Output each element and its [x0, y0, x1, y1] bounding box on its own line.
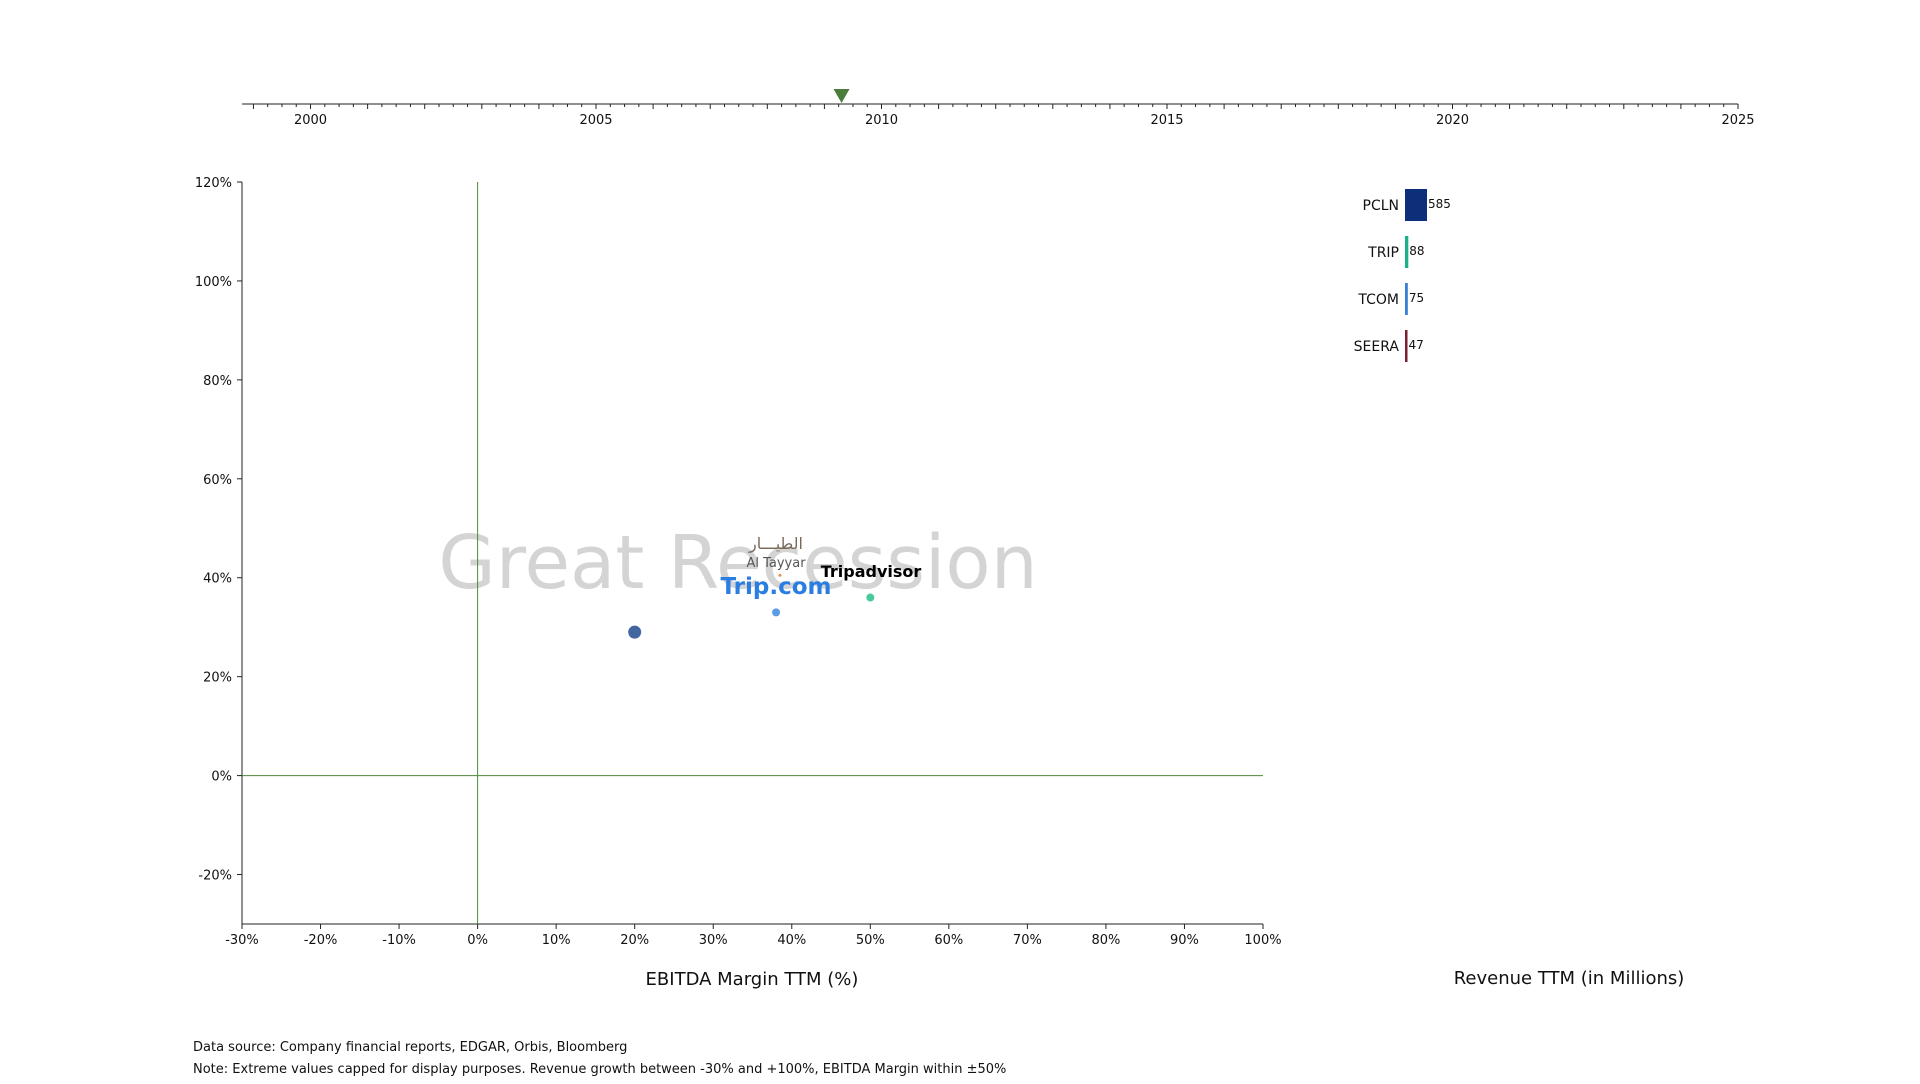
timeline: 2000 2005 2010 2015 2020 2025 [242, 89, 1755, 128]
timeline-year-label: 2015 [1150, 113, 1183, 128]
x-axis-ticks: -30% -20% -10% 0% 10% 20% 30% 40% 50% 60% 70% 80% 90… [225, 924, 1282, 948]
timeline-labels: 2000 2005 2010 2015 2020 2025 [294, 113, 1755, 128]
logo-altayyar-arabic: الطيـــار [748, 534, 803, 554]
scatter-point-tcom[interactable] [772, 608, 781, 617]
bar-seera[interactable] [1405, 330, 1408, 362]
bar-label-trip: TRIP [1367, 245, 1399, 261]
x-tick-label: 80% [1091, 933, 1120, 948]
scatter-axes [241, 182, 1263, 925]
x-tick-label: 20% [620, 933, 649, 948]
timeline-ticks [252, 104, 1739, 109]
y-tick-label: 120% [195, 176, 232, 191]
bar-trip[interactable] [1405, 236, 1409, 268]
bar-value-trip: 88 [1409, 244, 1424, 258]
y-tick-label: 100% [195, 275, 232, 290]
revenue-bar-chart: PCLN 585 TRIP 88 TCOM 75 SEERA 47 Revenue TTM (… [1354, 189, 1685, 989]
logo-altayyar-latin: Al Tayyar [746, 556, 806, 571]
timeline-year-label: 2025 [1721, 113, 1754, 128]
x-tick-label: 50% [856, 933, 885, 948]
x-tick-label: 90% [1170, 933, 1199, 948]
bar-value-seera: 47 [1409, 338, 1424, 352]
event-watermark: Great Recession [438, 520, 1037, 606]
scatter-points [628, 573, 875, 639]
bar-pcln[interactable] [1405, 189, 1427, 221]
x-tick-label: -20% [304, 933, 338, 948]
y-tick-label: -20% [198, 869, 232, 884]
x-axis-title: EBITDA Margin TTM (%) [646, 969, 859, 990]
y-tick-label: 0% [211, 770, 232, 785]
scatter-plot: -30% -20% -10% 0% 10% 20% 30% 40% 50% 60% 70% 80% 90… [195, 176, 1282, 990]
timeline-year-label: 2020 [1436, 113, 1469, 128]
x-tick-label: 40% [777, 933, 806, 948]
bar-items: PCLN 585 TRIP 88 TCOM 75 SEERA 47 [1354, 189, 1451, 362]
company-logos: الطيـــار Al Tayyar Tripadvisor Trip.com [721, 534, 922, 600]
y-tick-label: 40% [203, 572, 232, 587]
bar-label-seera: SEERA [1354, 339, 1400, 355]
timeline-year-label: 2000 [294, 113, 327, 128]
data-source-note: Data source: Company financial reports, … [193, 1040, 627, 1055]
logo-tripadvisor: Tripadvisor [821, 562, 922, 581]
y-tick-label: 60% [203, 473, 232, 488]
capping-note: Note: Extreme values capped for display … [193, 1062, 1006, 1077]
bar-value-pcln: 585 [1428, 197, 1451, 211]
x-tick-label: 10% [542, 933, 571, 948]
x-tick-label: -30% [225, 933, 259, 948]
zero-lines [242, 182, 1263, 924]
y-tick-label: 80% [203, 374, 232, 389]
timeline-year-label: 2005 [579, 113, 612, 128]
x-tick-label: 70% [1013, 933, 1042, 948]
bar-value-tcom: 75 [1409, 291, 1424, 305]
y-axis-ticks: -20% 0% 20% 40% 60% 80% 100% 120% [195, 176, 242, 884]
x-tick-label: 100% [1244, 933, 1281, 948]
scatter-point-trip[interactable] [866, 593, 875, 602]
x-tick-label: -10% [382, 933, 416, 948]
bar-label-pcln: PCLN [1363, 198, 1400, 214]
timeline-year-marker[interactable] [833, 89, 850, 103]
logo-tripcom: Trip.com [721, 574, 832, 600]
bar-label-tcom: TCOM [1357, 292, 1399, 308]
bar-tcom[interactable] [1405, 283, 1408, 315]
scatter-point-pcln[interactable] [628, 625, 642, 639]
x-tick-label: 60% [934, 933, 963, 948]
bar-chart-title: Revenue TTM (in Millions) [1454, 968, 1685, 989]
x-tick-label: 30% [699, 933, 728, 948]
x-tick-label: 0% [467, 933, 488, 948]
scatter-point-seera[interactable] [778, 573, 782, 577]
y-tick-label: 20% [203, 671, 232, 686]
timeline-year-label: 2010 [865, 113, 898, 128]
